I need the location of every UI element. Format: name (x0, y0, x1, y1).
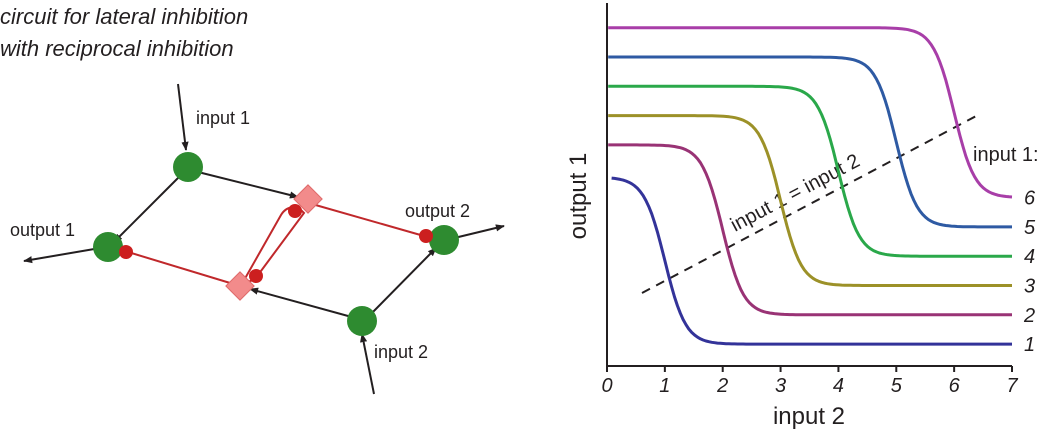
x-tick-label: 7 (1006, 375, 1018, 397)
curve-input1-1 (611, 176, 1012, 346)
x-tick-label: 6 (949, 375, 961, 397)
curve-label-4: 4 (1024, 246, 1035, 268)
curve-input1-2 (608, 143, 1012, 317)
legend-title: input 1: (973, 144, 1039, 166)
arrow-n1-to-output1-cell (113, 169, 187, 243)
curve-input1-3 (608, 114, 1012, 287)
neuron-input1 (173, 152, 203, 182)
curve-label-2: 2 (1023, 305, 1035, 327)
x-tick-label: 2 (716, 375, 728, 397)
x-axis-label: input 2 (773, 403, 845, 430)
x-tick-label: 3 (775, 375, 786, 397)
inhibitory-wire-right (311, 203, 425, 237)
output1-arrow (23, 246, 107, 264)
arrow-n2-to-interneuron-bottom (249, 287, 360, 320)
circuit-title-line1: circuit for lateral inhibition (0, 4, 248, 29)
inhibitory-wire-left (127, 251, 241, 287)
curve-label-6: 6 (1024, 188, 1036, 210)
input1-label: input 1 (196, 108, 250, 128)
circuit-title-line2: with reciprocal inhibition (0, 36, 234, 61)
curve-label-5: 5 (1024, 217, 1036, 239)
diagonal-line (641, 113, 981, 294)
curve-input1-4 (608, 84, 1012, 258)
input1-arrow (177, 83, 189, 151)
interneuron-bottom (225, 271, 255, 301)
excitatory-wires (23, 83, 505, 395)
output1-label: output 1 (10, 220, 75, 240)
x-tick-label: 1 (659, 375, 670, 397)
diagonal-reference: input 1 = input 2 (641, 113, 981, 294)
inhibitory-synapse-output1 (119, 245, 133, 259)
curve-input1-5 (608, 55, 1012, 229)
x-tick-label: 5 (891, 375, 903, 397)
y-axis-label: output 1 (565, 153, 592, 240)
input2-arrow (360, 333, 375, 395)
curve-input1-6 (608, 26, 1013, 199)
x-tick-label: 0 (601, 375, 612, 397)
neuron-output2 (429, 225, 459, 255)
inhibitory-wires (127, 203, 425, 287)
x-tick-label: 4 (833, 375, 844, 397)
series-labels: 1 2 3 4 5 6 (1023, 188, 1036, 357)
curve-label-3: 3 (1024, 276, 1035, 298)
response-chart: 0 1 2 3 4 5 6 7 input 1 = input 2 1 2 3 4 5 6 input … (565, 3, 1039, 430)
input2-label: input 2 (374, 342, 428, 362)
inhibitory-synapse-output2 (419, 229, 433, 243)
arrow-n2-to-output2-cell (365, 247, 437, 320)
output2-label: output 2 (405, 201, 470, 221)
neuron-output1 (93, 232, 123, 262)
interneuron-top (293, 184, 323, 214)
arrow-n1-to-interneuron-top (193, 170, 299, 199)
inhibitory-synapse-loop-bottom (249, 269, 263, 283)
x-ticks: 0 1 2 3 4 5 6 7 (601, 366, 1018, 397)
inhibitory-synapse-loop-top (288, 204, 302, 218)
curve-label-1: 1 (1024, 334, 1035, 356)
curves (608, 26, 1013, 346)
neuron-input2 (347, 306, 377, 336)
circuit-diagram: circuit for lateral inhibition with reci… (0, 4, 505, 395)
